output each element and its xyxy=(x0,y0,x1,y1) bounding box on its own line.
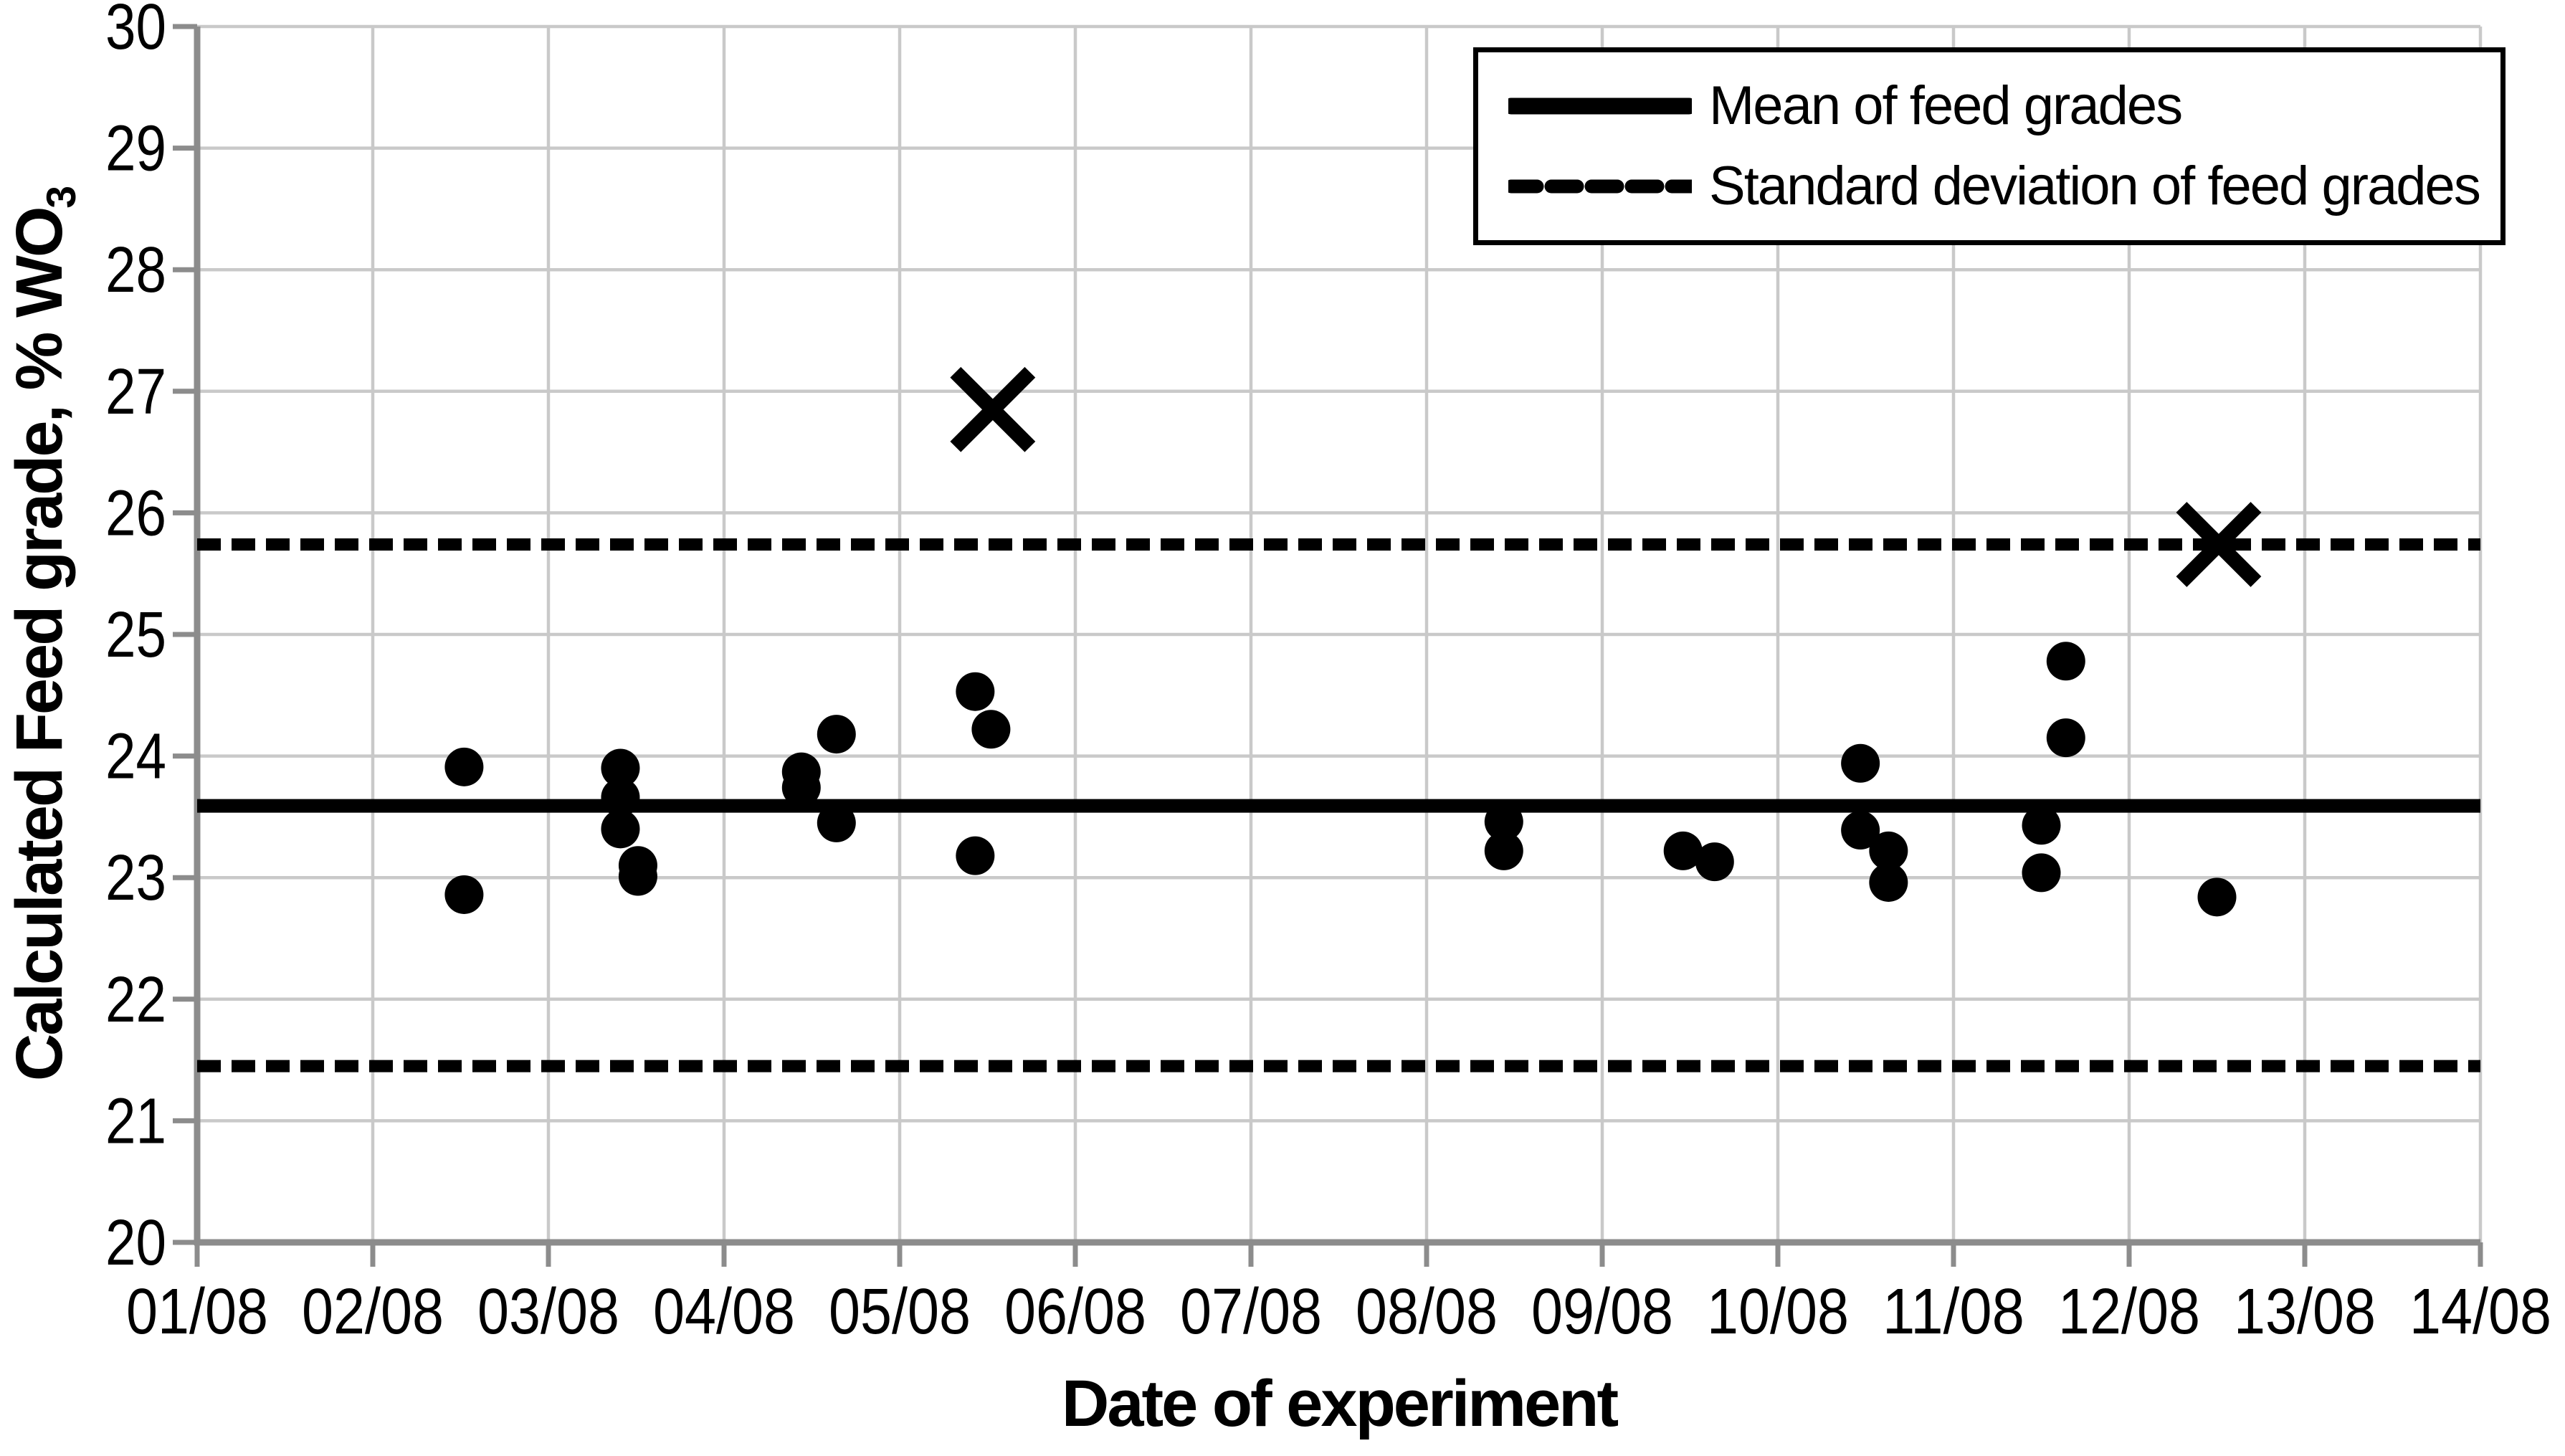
x-tick-label: 13/08 xyxy=(2234,1276,2376,1348)
x-tick-label: 03/08 xyxy=(477,1276,619,1348)
data-point xyxy=(1484,802,1523,842)
data-point xyxy=(601,809,640,849)
data-point xyxy=(1663,831,1703,870)
tick-marks xyxy=(173,24,2483,1267)
x-tick-label: 09/08 xyxy=(1531,1276,1673,1348)
x-tick-label: 02/08 xyxy=(302,1276,444,1348)
data-point xyxy=(444,875,484,914)
y-axis-title-text: Calculated Feed grade, % WO xyxy=(2,208,76,1082)
y-tick-label: 20 xyxy=(105,1207,166,1279)
outlier-x-marker xyxy=(950,366,1036,452)
data-point xyxy=(781,768,821,807)
x-tick-label: 10/08 xyxy=(1707,1276,1849,1348)
x-tick-label: 07/08 xyxy=(1180,1276,1322,1348)
legend-row-std: Standard deviation of feed grades xyxy=(1508,159,2500,214)
data-point xyxy=(817,715,856,754)
x-tick-label: 04/08 xyxy=(653,1276,795,1348)
data-point xyxy=(2046,642,2085,681)
y-tick-label: 27 xyxy=(105,356,166,428)
x-tick-label: 12/08 xyxy=(2058,1276,2200,1348)
data-point xyxy=(444,747,484,786)
data-point xyxy=(1869,831,1908,870)
outlier-x-marker xyxy=(2176,502,2262,587)
dashed-line-icon xyxy=(1508,175,1692,198)
y-tick-label: 22 xyxy=(105,964,166,1036)
solid-line-icon xyxy=(1508,95,1692,118)
legend-label-mean: Mean of feed grades xyxy=(1709,75,2183,136)
x-tick-label: 11/08 xyxy=(1883,1276,2024,1348)
data-point xyxy=(1841,743,1880,783)
data-point xyxy=(2022,806,2061,845)
y-tick-labels: 20 21 22 23 24 25 26 27 28 29 30 xyxy=(105,0,166,1279)
data-point xyxy=(2022,853,2061,893)
y-axis-title-subscript: 3 xyxy=(39,187,85,209)
data-point xyxy=(956,672,995,711)
data-point xyxy=(956,836,995,875)
x-tick-label: 01/08 xyxy=(126,1276,268,1348)
y-tick-label: 23 xyxy=(105,842,166,914)
data-point xyxy=(1841,811,1880,850)
data-point xyxy=(1695,842,1734,882)
y-tick-label: 25 xyxy=(105,599,166,671)
y-axis-title: Calculated Feed grade, % WO3 xyxy=(2,187,85,1082)
legend: Mean of feed grades Standard deviation o… xyxy=(1473,47,2505,245)
x-tick-labels: 01/08 02/08 03/08 04/08 05/08 06/08 07/08 08/08… xyxy=(126,1276,2551,1348)
x-axis-title: Date of experiment xyxy=(1061,1367,1619,1440)
data-point xyxy=(618,857,657,896)
data-point xyxy=(817,803,856,842)
y-tick-label: 30 xyxy=(105,0,166,63)
data-point xyxy=(1869,862,1908,902)
y-tick-label: 24 xyxy=(105,721,166,793)
legend-row-mean: Mean of feed grades xyxy=(1508,75,2500,136)
x-tick-label: 05/08 xyxy=(829,1276,971,1348)
legend-label-std: Standard deviation of feed grades xyxy=(1709,156,2481,217)
data-points xyxy=(444,642,2237,917)
data-point xyxy=(601,748,640,788)
y-tick-label: 26 xyxy=(105,477,166,549)
data-point xyxy=(2197,877,2237,917)
data-point xyxy=(1484,831,1523,870)
data-point xyxy=(601,778,640,817)
x-tick-label: 14/08 xyxy=(2409,1276,2551,1348)
y-tick-label: 21 xyxy=(105,1085,166,1157)
y-tick-label: 28 xyxy=(105,234,166,306)
outlier-markers xyxy=(950,366,2262,587)
y-tick-label: 29 xyxy=(105,113,166,185)
data-point xyxy=(2046,718,2085,758)
data-point xyxy=(971,710,1011,749)
x-tick-label: 06/08 xyxy=(1004,1276,1146,1348)
x-tick-label: 08/08 xyxy=(1356,1276,1498,1348)
